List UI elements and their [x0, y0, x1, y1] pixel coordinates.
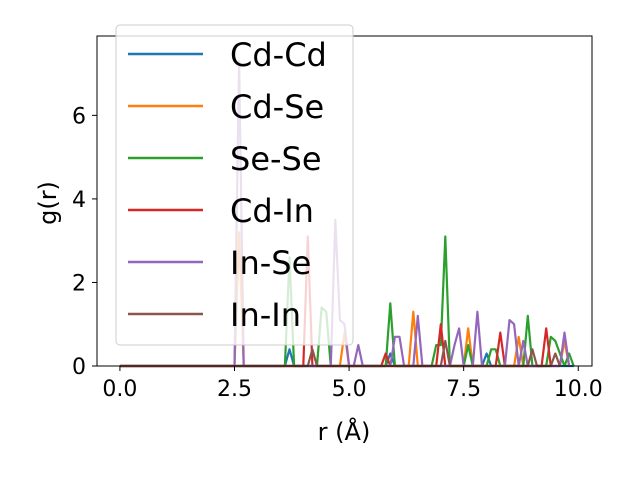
legend: Cd-Cd Cd-Se Se-Se Cd-In In-Se In-In [115, 24, 354, 346]
x-axis-label: r (Å) [318, 417, 371, 446]
y-axis-ticks: 0 2 4 6 [72, 104, 97, 380]
legend-label-se-se: Se-Se [230, 140, 322, 178]
y-tick-label: 0 [72, 355, 86, 380]
legend-label-cd-in: Cd-In [230, 192, 314, 230]
legend-label-in-in: In-In [230, 296, 301, 334]
y-tick-label: 2 [72, 271, 86, 296]
x-tick-label: 7.5 [446, 377, 481, 402]
x-axis-ticks: 0.0 2.5 5.0 7.5 10.0 [102, 366, 603, 402]
y-axis-label: g(r) [34, 181, 62, 225]
x-tick-label: 2.5 [217, 377, 252, 402]
x-tick-label: 5.0 [332, 377, 367, 402]
x-tick-label: 0.0 [102, 377, 137, 402]
legend-label-in-se: In-Se [230, 244, 311, 282]
x-tick-label: 10.0 [554, 377, 603, 402]
legend-label-cd-cd: Cd-Cd [230, 36, 327, 74]
y-tick-label: 4 [72, 188, 86, 213]
legend-label-cd-se: Cd-Se [230, 88, 324, 126]
y-tick-label: 6 [72, 104, 86, 129]
